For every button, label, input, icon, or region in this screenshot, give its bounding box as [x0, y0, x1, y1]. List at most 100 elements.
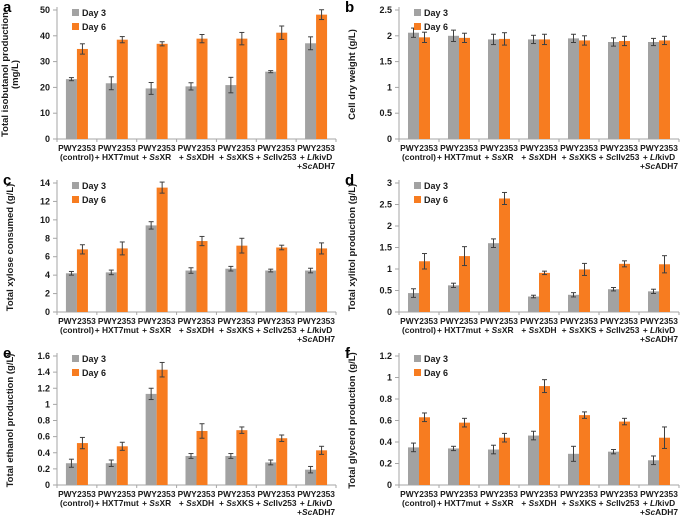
- bar-day3-3: [185, 86, 197, 139]
- x-category-labels: PWY2353(control)PWY2353+ HXT7mutPWY2353+…: [58, 143, 335, 171]
- chart-xylitol-production: Total xylitol production (g/L) 0 0.5 1 1.5 2 2…: [347, 178, 680, 344]
- x-axis: [56, 138, 337, 142]
- error-bar: [611, 286, 616, 292]
- error-bar: [571, 292, 576, 298]
- x-category-label-line: + SsXDH: [179, 325, 214, 335]
- bar-day6-3: [196, 38, 208, 139]
- error-bar: [422, 412, 427, 423]
- x-category-label-line: PWY2353: [257, 489, 295, 499]
- bar-day3-5: [608, 289, 619, 312]
- y-tick-label: 14: [40, 178, 50, 188]
- x-axis: [56, 484, 337, 488]
- error-bar: [199, 235, 205, 247]
- bar-day3-0: [408, 32, 419, 140]
- bar-day3-2: [145, 88, 157, 139]
- error-bar: [159, 361, 165, 378]
- x-category-label-line: PWY2353: [440, 143, 478, 153]
- bar-day3-0: [65, 463, 77, 485]
- x-category-label-line: PWY2353: [640, 316, 678, 326]
- error-bar: [651, 37, 656, 47]
- bar-day3-3: [185, 270, 197, 312]
- y-tick-label: 0.6: [379, 416, 392, 426]
- error-bar: [188, 82, 194, 91]
- error-bar: [159, 181, 165, 194]
- legend-label: Day 6: [82, 368, 106, 378]
- y-tick-label: 1.5: [379, 243, 392, 253]
- x-category-label-line: PWY2353: [138, 489, 176, 499]
- x-category-label-line: PWY2353: [400, 489, 438, 499]
- legend-label: Day 6: [82, 195, 106, 205]
- bar-day3-6: [305, 270, 317, 312]
- legend-swatch-day3: [72, 355, 79, 362]
- x-category-label-line: +ScADH7: [297, 507, 335, 517]
- bar-day3-2: [488, 449, 499, 485]
- bar-day6-6: [659, 437, 670, 485]
- x-category-label-line: + SsXR: [484, 152, 513, 162]
- x-category-label-line: PWY2353: [600, 489, 638, 499]
- error-bar: [582, 35, 587, 46]
- error-bar: [611, 449, 616, 455]
- error-bar: [79, 436, 85, 450]
- panel-letter-f: f: [345, 345, 350, 362]
- y-tick-label: 0: [45, 480, 50, 490]
- y-axis-title-line: Total glycerol production (g/L): [347, 352, 358, 489]
- x-category-label-line: PWY2353: [257, 316, 295, 326]
- error-bar: [279, 434, 285, 442]
- bars: [408, 191, 670, 312]
- error-bar: [79, 244, 85, 255]
- panel-d: d Total xylitol production (g/L) 0 0.5 1 1.5…: [342, 172, 685, 346]
- x-category-label-line: PWY2353: [138, 143, 176, 153]
- x-category-labels: PWY2353(control)PWY2353+ HXT7mutPWY2353+…: [400, 316, 678, 344]
- x-category-label-line: PWY2353: [178, 143, 216, 153]
- x-category-label-line: PWY2353: [178, 489, 216, 499]
- bar-day6-0: [76, 443, 88, 485]
- x-category-label-line: PWY2353: [400, 143, 438, 153]
- bar-day3-5: [265, 462, 277, 485]
- legend: Day 3 Day 6: [72, 8, 106, 32]
- y-tick-label: 0.5: [379, 108, 392, 118]
- bar-day6-2: [499, 437, 510, 485]
- bar-day6-5: [276, 32, 288, 140]
- x-category-label-line: + HXT7mut: [437, 152, 481, 162]
- legend-swatch-day6: [414, 196, 421, 203]
- x-category-label-line: + SsXDH: [521, 152, 556, 162]
- bar-day6-1: [459, 37, 470, 139]
- error-bar: [319, 242, 325, 255]
- x-category-label-line: (control): [60, 498, 94, 508]
- chart-xylose-consumed: Total xylose consumed (g/L) 0 2 4 6 8 10 12 14 PW…: [5, 178, 337, 344]
- x-category-label-line: + LlkivD: [300, 152, 332, 162]
- y-tick-label: 0.6: [37, 432, 50, 442]
- x-category-label-line: PWY2353: [480, 316, 518, 326]
- error-bar: [108, 459, 114, 467]
- bar-day6-2: [499, 198, 510, 312]
- x-category-label-line: + HXT7mut: [95, 152, 139, 162]
- x-category-label-line: (control): [60, 152, 94, 162]
- legend-label: Day 3: [424, 181, 448, 191]
- bars: [408, 379, 670, 485]
- bar-day6-5: [619, 263, 630, 312]
- y-tick-label: 6: [45, 252, 50, 262]
- error-bar: [308, 465, 314, 474]
- y-axis: 0 0.2 0.4 0.6 0.8 1 1.2: [379, 351, 400, 490]
- error-bar: [451, 445, 456, 452]
- bar-day3-4: [568, 294, 579, 312]
- x-category-labels: PWY2353(control)PWY2353+ HXT7mutPWY2353+…: [58, 489, 335, 517]
- y-tick-label: 2: [45, 289, 50, 299]
- error-bar: [268, 459, 274, 466]
- x-category-label-line: + ScIlv253: [256, 498, 297, 508]
- error-bar: [308, 267, 314, 274]
- bar-day6-6: [316, 14, 328, 140]
- x-category-label-line: PWY2353: [257, 143, 295, 153]
- panel-a: a Total isobutanol production (mg/L) 0 10 20…: [0, 0, 342, 173]
- y-tick-label: 3: [387, 178, 392, 188]
- bar-day6-5: [276, 247, 288, 312]
- x-category-label-line: (control): [402, 325, 436, 335]
- x-category-label-line: +ScADH7: [640, 334, 678, 344]
- y-axis: 0 10 20 30 40 50: [40, 5, 58, 144]
- bar-day6-1: [459, 256, 470, 312]
- error-bar: [119, 241, 125, 256]
- y-tick-label: 0: [387, 480, 392, 490]
- bar-day3-3: [185, 455, 197, 485]
- x-category-label-line: + LlkivD: [643, 325, 675, 335]
- y-axis-title: Total isobutanol production (mg/L): [0, 12, 21, 137]
